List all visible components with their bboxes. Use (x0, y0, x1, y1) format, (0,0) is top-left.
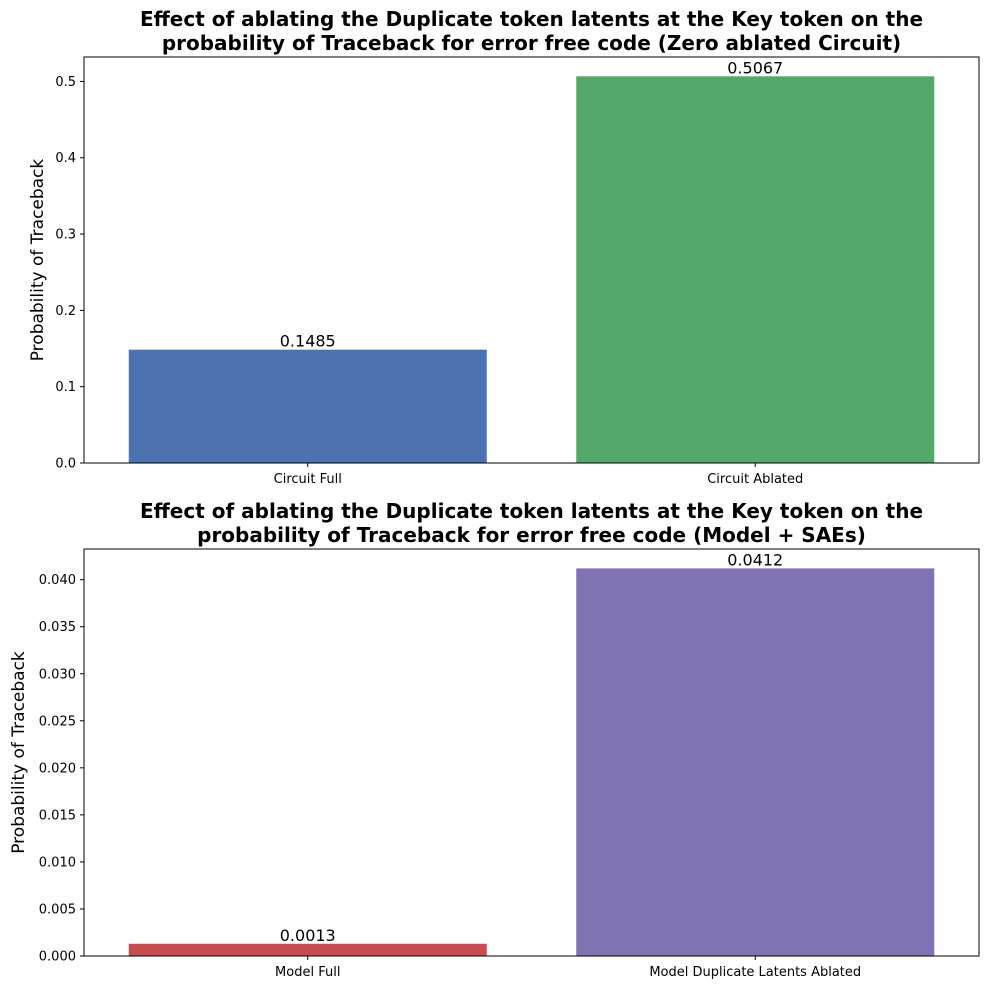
bar-circuit-full (128, 349, 487, 463)
chart-1: Effect of ablating the Duplicate token l… (28, 7, 980, 487)
axes-frame (83, 56, 980, 464)
y-axis-label: Probability of Traceback (28, 159, 48, 362)
data-label: 0.5067 (727, 58, 783, 77)
x-tick-label: Model Full (275, 965, 340, 980)
y-tick-label: 0.035 (39, 620, 76, 635)
chart-title-line: probability of Traceback for error free … (162, 31, 901, 55)
y-axis-label: Probability of Traceback (9, 651, 29, 854)
y-tick-label: 0.005 (39, 902, 76, 917)
y-tick-label: 0.0 (55, 457, 76, 472)
x-tick-label: Model Duplicate Latents Ablated (649, 965, 861, 980)
chart-title-line: Effect of ablating the Duplicate token l… (140, 7, 923, 31)
y-tick-label: 0.3 (55, 228, 76, 243)
chart-title: Effect of ablating the Duplicate token l… (140, 499, 923, 547)
y-tick-label: 0.2 (55, 304, 76, 319)
data-label: 0.0412 (727, 550, 783, 569)
x-tick-label: Circuit Ablated (707, 472, 803, 487)
chart-title-line: probability of Traceback for error free … (197, 523, 866, 547)
data-label: 0.1485 (280, 332, 336, 351)
axes-frame (83, 548, 980, 957)
y-tick-label: 0.015 (39, 808, 76, 823)
chart-title-line: Effect of ablating the Duplicate token l… (140, 499, 923, 523)
y-tick-label: 0.5 (55, 75, 76, 90)
y-tick-label: 0.4 (55, 151, 76, 166)
y-tick-label: 0.020 (39, 761, 76, 776)
y-tick-label: 0.030 (39, 667, 76, 682)
y-tick-label: 0.040 (39, 573, 76, 588)
data-label: 0.0013 (280, 926, 336, 945)
bar-model-full (128, 943, 487, 956)
chart-2: Effect of ablating the Duplicate token l… (9, 499, 980, 980)
bar-model-duplicate-latents-ablated (576, 568, 935, 956)
y-tick-label: 0.025 (39, 714, 76, 729)
y-tick-label: 0.000 (39, 950, 76, 965)
y-tick-label: 0.1 (55, 380, 76, 395)
y-tick-label: 0.010 (39, 855, 76, 870)
bar-circuit-ablated (576, 76, 935, 463)
x-tick-label: Circuit Full (274, 472, 342, 487)
chart-title: Effect of ablating the Duplicate token l… (140, 7, 923, 55)
